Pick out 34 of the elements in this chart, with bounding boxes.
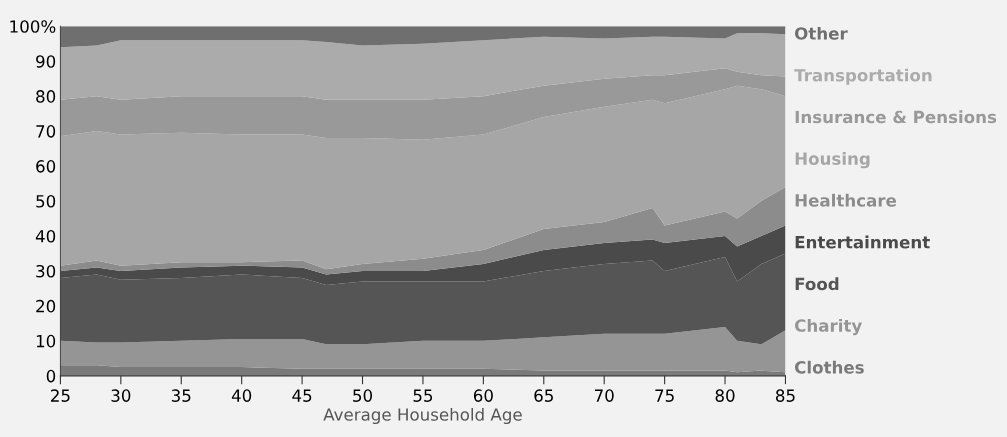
x-tick-label: 50 bbox=[353, 389, 373, 402]
series-label: Clothes bbox=[794, 360, 864, 374]
y-tick-label: 40 bbox=[35, 229, 56, 243]
x-tick-label: 30 bbox=[111, 389, 131, 402]
y-tick-label: 80 bbox=[36, 90, 56, 103]
y-tick-label: 30 bbox=[36, 264, 56, 278]
x-tick-label: 60 bbox=[473, 389, 493, 402]
series-label: Transportation bbox=[794, 68, 932, 85]
series-label: Other bbox=[794, 26, 848, 40]
x-tick-label: 75 bbox=[655, 389, 674, 402]
series-label: Food bbox=[795, 277, 839, 291]
x-axis-title: Average Household Age bbox=[323, 407, 522, 425]
x-tick-label: 45 bbox=[292, 389, 312, 402]
series-label: Healthcare bbox=[795, 193, 897, 207]
y-tick-label: 60 bbox=[36, 160, 56, 173]
x-tick-label: 55 bbox=[413, 389, 433, 402]
series-label: Insurance & Pensions bbox=[795, 110, 997, 124]
y-tick-label: 0 bbox=[46, 369, 56, 383]
y-tick-label: 100% bbox=[10, 20, 56, 33]
x-tick-label: 85 bbox=[775, 389, 795, 402]
x-tick-label: 35 bbox=[171, 389, 191, 402]
y-tick-label: 20 bbox=[36, 299, 56, 313]
y-tick-label: 70 bbox=[36, 125, 56, 138]
x-tick-label: 70 bbox=[594, 389, 614, 402]
x-tick-label: 25 bbox=[51, 389, 70, 402]
series-label: Charity bbox=[794, 318, 862, 336]
series-label: Housing bbox=[795, 152, 870, 169]
x-tick-label: 65 bbox=[534, 389, 553, 402]
y-tick-label: 90 bbox=[36, 55, 56, 68]
series-label: Entertainment bbox=[795, 235, 930, 249]
x-tick-label: 40 bbox=[231, 389, 252, 402]
y-tick-label: 10 bbox=[36, 334, 56, 348]
x-tick-label: 80 bbox=[715, 389, 735, 402]
y-tick-label: 50 bbox=[36, 194, 56, 208]
